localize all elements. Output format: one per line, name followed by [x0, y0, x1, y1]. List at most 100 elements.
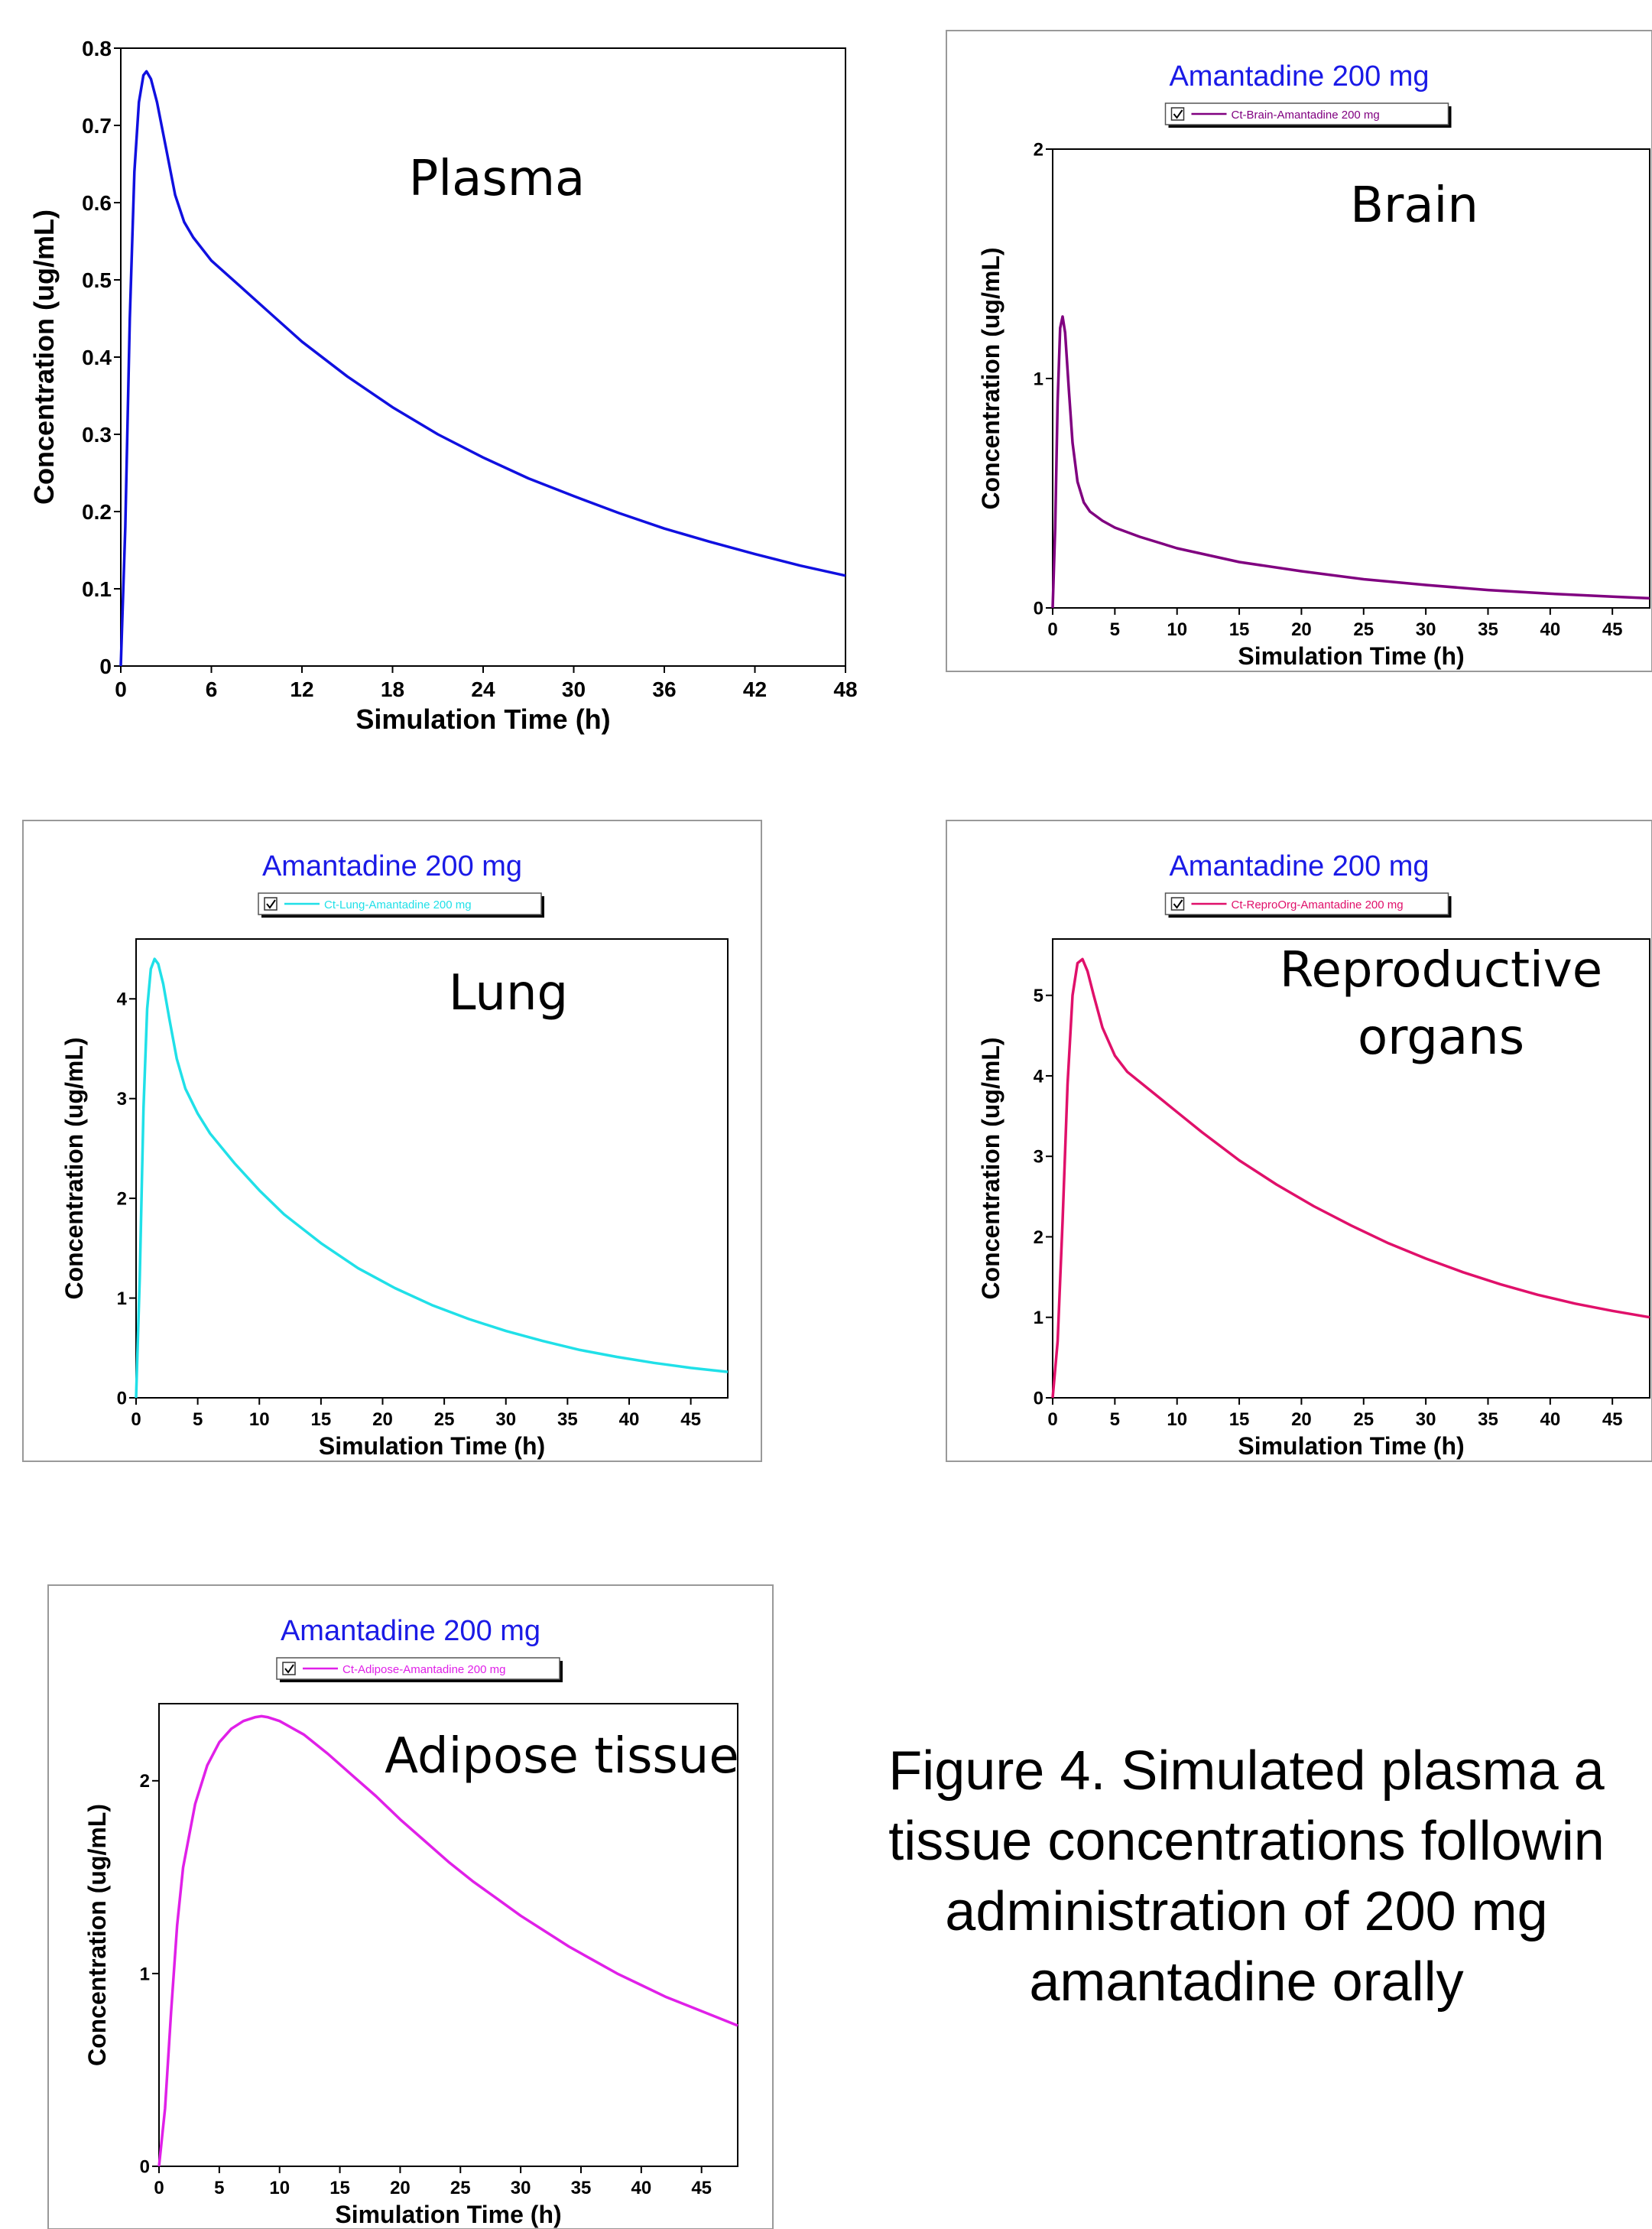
y-tick-label: 0 [1034, 598, 1043, 619]
series-line [157, 1714, 738, 2167]
y-tick-label: 0 [99, 655, 112, 678]
y-tick-label: 2 [117, 1189, 127, 1210]
x-tick-label: 25 [434, 1409, 455, 1430]
y-tick-label: 2 [1034, 139, 1043, 160]
caption-line: administration of 200 mg [945, 1881, 1548, 1942]
chart-reproductive: Amantadine 200 mg Ct-ReproOrg-Amantadine … [946, 820, 1652, 1462]
plot-area [135, 938, 729, 1399]
y-tick-label: 0.5 [82, 268, 112, 292]
x-tick-label: 20 [1291, 1409, 1312, 1430]
x-tick-label: 18 [381, 677, 404, 701]
x-tick-label: 10 [1167, 619, 1187, 640]
y-tick-label: 1 [117, 1288, 127, 1309]
x-tick-label: 30 [495, 1409, 516, 1430]
y-tick-label: 0 [140, 2156, 150, 2177]
x-tick-label: 30 [562, 677, 586, 701]
x-tick-label: 45 [1602, 1409, 1623, 1430]
y-tick-label: 0.7 [82, 114, 112, 138]
y-tick-label: 0 [117, 1388, 127, 1409]
x-tick-label: 0 [115, 677, 127, 701]
series-line [135, 957, 729, 1399]
series-line [119, 70, 846, 667]
x-tick-label: 20 [1291, 619, 1312, 640]
x-tick-label: 10 [1167, 1409, 1187, 1430]
checkmark-icon [1173, 899, 1183, 909]
tissue-annotation: Lung [449, 965, 568, 1022]
x-tick-label: 25 [1353, 1409, 1374, 1430]
x-tick-label: 35 [557, 1409, 578, 1430]
x-tick-label: 45 [691, 2178, 712, 2198]
caption-line: amantadine orally [1029, 1951, 1464, 2013]
chart-title: Amantadine 200 mg [262, 850, 522, 882]
checkmark-icon [284, 1664, 294, 1674]
x-tick-label: 40 [631, 2178, 651, 2198]
x-tick-label: 35 [1478, 1409, 1498, 1430]
x-tick-label: 40 [1540, 1409, 1560, 1430]
y-tick-label: 2 [1034, 1227, 1043, 1248]
x-tick-label: 45 [1602, 619, 1623, 640]
x-tick-label: 0 [154, 2178, 164, 2198]
x-axis-label: Simulation Time (h) [335, 2201, 561, 2228]
chart-lung: Amantadine 200 mg Ct-Lung-Amantadine 200 … [22, 820, 762, 1462]
checkmark-icon [1173, 109, 1183, 119]
chart-legend: Ct-Adipose-Amantadine 200 mg [276, 1657, 563, 1682]
y-axis-label: Concentration (ug/mL) [83, 1804, 111, 2066]
plot-area [1052, 938, 1650, 1399]
x-tick-label: 35 [571, 2178, 592, 2198]
x-axis-label: Simulation Time (h) [355, 703, 610, 735]
legend-checkbox-icon [1170, 107, 1185, 121]
legend-checkbox-icon [282, 1662, 296, 1675]
x-tick-label: 12 [290, 677, 313, 701]
y-tick-label: 0.3 [82, 423, 112, 447]
y-tick-label: 2 [140, 1771, 150, 1792]
chart-panel-frame [946, 820, 1652, 1462]
y-tick-label: 0.8 [82, 37, 112, 60]
chart-panel-frame [946, 30, 1652, 672]
x-tick-label: 0 [1047, 1409, 1057, 1430]
y-tick-label: 1 [1034, 1308, 1043, 1328]
x-tick-label: 24 [471, 677, 495, 701]
caption-line: tissue concentrations followin [888, 1811, 1605, 1872]
x-tick-label: 25 [1353, 619, 1374, 640]
y-tick-label: 4 [1034, 1066, 1044, 1087]
legend-checkbox-icon [1170, 897, 1185, 911]
x-tick-label: 15 [1229, 1409, 1250, 1430]
x-tick-label: 35 [1478, 619, 1498, 640]
legend-label: Ct-Lung-Amantadine 200 mg [324, 898, 472, 911]
legend-label: Ct-Adipose-Amantadine 200 mg [342, 1663, 505, 1676]
x-tick-label: 5 [193, 1409, 203, 1430]
y-tick-label: 0.4 [82, 346, 112, 369]
y-tick-label: 3 [117, 1089, 127, 1110]
plot-area [120, 47, 846, 667]
figure-caption: Figure 4. Simulated plasma a tissue conc… [841, 1736, 1652, 2017]
chart-panel-frame [47, 1584, 774, 2229]
chart-legend: Ct-Lung-Amantadine 200 mg [258, 892, 544, 918]
x-tick-label: 0 [1047, 619, 1057, 640]
x-tick-label: 45 [680, 1409, 701, 1430]
chart-legend: Ct-Brain-Amantadine 200 mg [1164, 102, 1452, 128]
tissue-annotation: Plasma [409, 151, 586, 207]
x-tick-label: 15 [1229, 619, 1250, 640]
y-axis-label: Concentration (ug/mL) [977, 1037, 1005, 1299]
x-tick-label: 0 [131, 1409, 141, 1430]
legend-label: Ct-ReproOrg-Amantadine 200 mg [1232, 898, 1404, 911]
y-tick-label: 0.6 [82, 191, 112, 215]
y-tick-label: 0 [1034, 1388, 1043, 1409]
chart-title: Amantadine 200 mg [281, 1615, 540, 1647]
x-tick-label: 6 [206, 677, 218, 701]
plot-area [158, 1703, 738, 2167]
x-tick-label: 36 [652, 677, 676, 701]
x-tick-label: 15 [329, 2178, 350, 2198]
chart-plasma: 0 6 12 18 24 30 36 42 48 0 0.1 0.2 0.3 0.4 0.5 0.6 0.7 0.… [28, 37, 858, 735]
x-axis-label: Simulation Time (h) [319, 1432, 545, 1460]
series-line [1051, 315, 1650, 609]
y-tick-label: 0.2 [82, 500, 112, 524]
y-tick-label: 1 [1034, 369, 1043, 389]
x-axis-label: Simulation Time (h) [1238, 1432, 1464, 1460]
x-tick-label: 5 [1110, 619, 1120, 640]
x-tick-label: 25 [450, 2178, 471, 2198]
y-tick-label: 0.1 [82, 577, 112, 601]
x-tick-label: 48 [833, 677, 857, 701]
x-tick-label: 10 [249, 1409, 270, 1430]
